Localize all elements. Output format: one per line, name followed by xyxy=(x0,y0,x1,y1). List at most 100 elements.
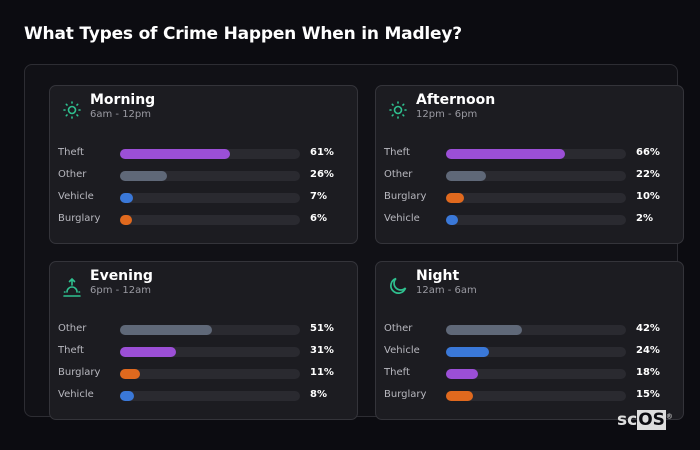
bar-row: Vehicle 7% xyxy=(58,191,348,205)
card-time-range: 12am - 6am xyxy=(416,285,477,296)
bar-fill xyxy=(120,347,176,357)
bar-value: 11% xyxy=(310,367,334,378)
bar-label: Burglary xyxy=(58,367,101,378)
bar-label: Theft xyxy=(384,147,410,158)
bar-label: Other xyxy=(384,169,413,180)
bar-value: 7% xyxy=(310,191,327,202)
bar-fill xyxy=(446,347,490,357)
card-night: Night 12am - 6am Other 42% Vehicle 24% T… xyxy=(375,261,684,420)
bar-value: 31% xyxy=(310,345,334,356)
bar-track xyxy=(446,325,626,335)
bar-fill xyxy=(446,193,464,203)
bar-row: Burglary 15% xyxy=(384,389,674,403)
bar-row: Other 51% xyxy=(58,323,348,337)
bar-fill xyxy=(120,193,133,203)
bar-value: 42% xyxy=(636,323,660,334)
bar-value: 10% xyxy=(636,191,660,202)
bar-track xyxy=(120,215,300,225)
bar-label: Burglary xyxy=(384,389,427,400)
page-title: What Types of Crime Happen When in Madle… xyxy=(24,24,462,44)
card-title: Evening xyxy=(90,268,153,284)
bar-row: Other 22% xyxy=(384,169,674,183)
bar-row: Vehicle 2% xyxy=(384,213,674,227)
bar-fill xyxy=(120,369,140,379)
bar-row: Other 42% xyxy=(384,323,674,337)
moon-icon xyxy=(388,276,408,298)
bar-value: 18% xyxy=(636,367,660,378)
bar-value: 24% xyxy=(636,345,660,356)
bar-track xyxy=(446,215,626,225)
bar-value: 61% xyxy=(310,147,334,158)
bar-value: 6% xyxy=(310,213,327,224)
bar-label: Other xyxy=(58,169,87,180)
bar-fill xyxy=(446,215,458,225)
card-time-range: 12pm - 6pm xyxy=(416,109,478,120)
sun-icon xyxy=(388,100,408,122)
bar-label: Vehicle xyxy=(384,345,420,356)
bar-fill xyxy=(120,391,135,401)
card-title: Night xyxy=(416,268,460,284)
bar-label: Other xyxy=(58,323,87,334)
bar-label: Theft xyxy=(58,345,84,356)
bar-value: 8% xyxy=(310,389,327,400)
bar-value: 2% xyxy=(636,213,653,224)
bar-track xyxy=(446,193,626,203)
scos-logo: scOS® xyxy=(617,410,673,430)
bar-fill xyxy=(446,325,522,335)
bar-row: Other 26% xyxy=(58,169,348,183)
bar-fill xyxy=(120,171,167,181)
bar-value: 51% xyxy=(310,323,334,334)
bar-row: Theft 31% xyxy=(58,345,348,359)
sunset-icon xyxy=(62,276,82,298)
bar-label: Theft xyxy=(58,147,84,158)
card-evening: Evening 6pm - 12am Other 51% Theft 31% B… xyxy=(49,261,358,420)
card-time-range: 6am - 12pm xyxy=(90,109,152,120)
bar-track xyxy=(120,325,300,335)
bar-row: Burglary 6% xyxy=(58,213,348,227)
bar-track xyxy=(120,369,300,379)
card-title: Afternoon xyxy=(416,92,496,108)
bar-value: 22% xyxy=(636,169,660,180)
bar-row: Burglary 10% xyxy=(384,191,674,205)
bar-track xyxy=(446,171,626,181)
logo-os: OS xyxy=(637,410,666,430)
bar-label: Burglary xyxy=(58,213,101,224)
bar-row: Vehicle 24% xyxy=(384,345,674,359)
bar-label: Vehicle xyxy=(58,389,94,400)
bar-row: Theft 66% xyxy=(384,147,674,161)
bar-fill xyxy=(120,149,230,159)
logo-sc: sc xyxy=(617,410,638,430)
card-afternoon: Afternoon 12pm - 6pm Theft 66% Other 22%… xyxy=(375,85,684,244)
bar-track xyxy=(120,347,300,357)
bar-track xyxy=(120,391,300,401)
card-morning: Morning 6am - 12pm Theft 61% Other 26% V… xyxy=(49,85,358,244)
bar-value: 66% xyxy=(636,147,660,158)
card-time-range: 6pm - 12am xyxy=(90,285,152,296)
bar-label: Other xyxy=(384,323,413,334)
bar-row: Vehicle 8% xyxy=(58,389,348,403)
bar-fill xyxy=(120,325,212,335)
bar-fill xyxy=(446,171,486,181)
bar-track xyxy=(446,347,626,357)
bar-row: Theft 61% xyxy=(58,147,348,161)
bar-track xyxy=(120,149,300,159)
bar-fill xyxy=(120,215,132,225)
bar-label: Vehicle xyxy=(384,213,420,224)
bar-label: Burglary xyxy=(384,191,427,202)
sun-icon xyxy=(62,100,82,122)
bar-track xyxy=(120,171,300,181)
card-title: Morning xyxy=(90,92,156,108)
bar-track xyxy=(446,149,626,159)
bar-fill xyxy=(446,391,473,401)
bar-value: 15% xyxy=(636,389,660,400)
bar-fill xyxy=(446,369,479,379)
bar-fill xyxy=(446,149,565,159)
bar-value: 26% xyxy=(310,169,334,180)
bar-label: Vehicle xyxy=(58,191,94,202)
bar-track xyxy=(446,391,626,401)
bar-track xyxy=(120,193,300,203)
logo-reg: ® xyxy=(665,412,673,421)
bar-row: Burglary 11% xyxy=(58,367,348,381)
bar-row: Theft 18% xyxy=(384,367,674,381)
bar-label: Theft xyxy=(384,367,410,378)
